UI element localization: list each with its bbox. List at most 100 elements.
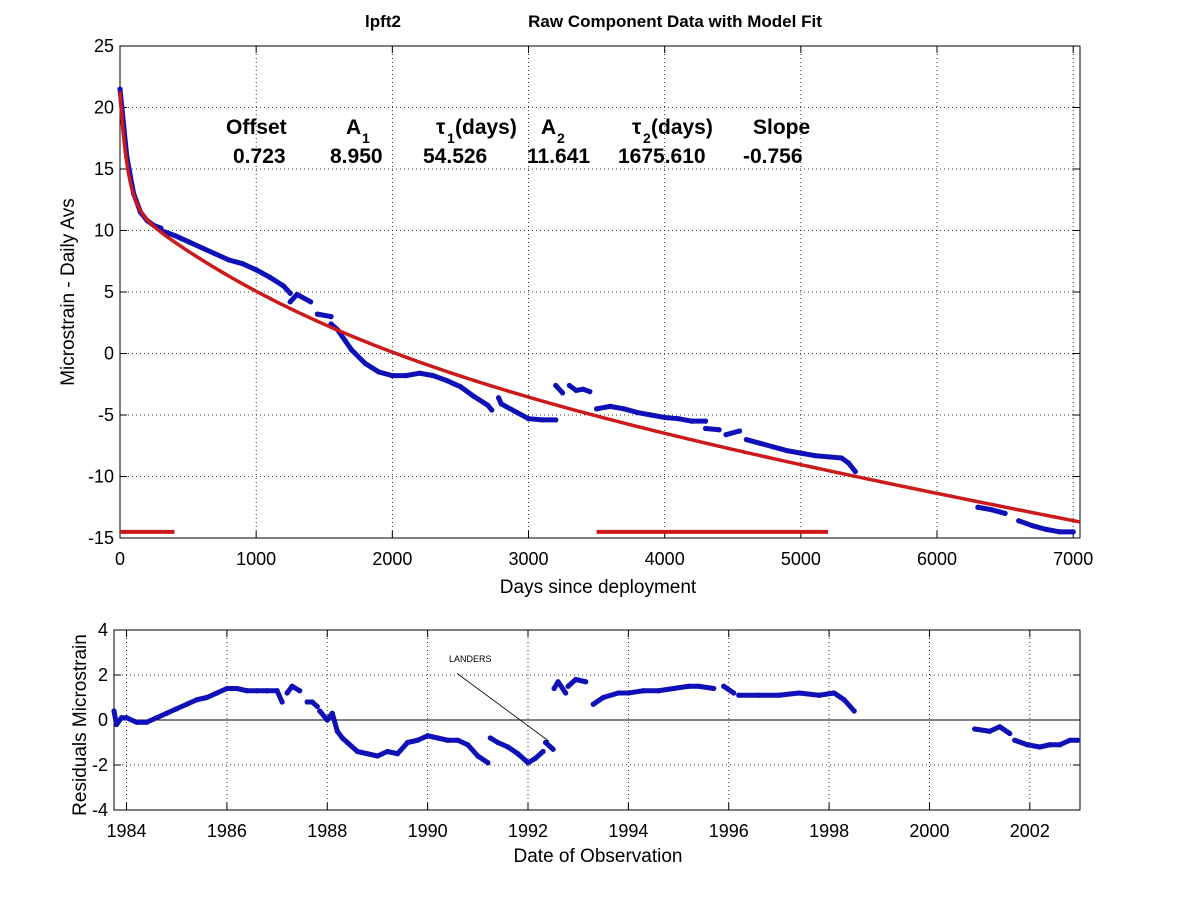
top-data-point xyxy=(199,245,205,251)
bottom-data-point xyxy=(284,690,290,696)
top-data-point xyxy=(539,417,545,423)
top-x-tick-label: 2000 xyxy=(372,549,412,569)
bottom-data-point xyxy=(670,685,677,692)
bottom-data-point xyxy=(144,719,150,725)
bottom-y-tick-label: 2 xyxy=(98,665,108,685)
bottom-data-point xyxy=(551,685,557,692)
top-data-point xyxy=(416,370,423,376)
top-data-point xyxy=(471,393,477,400)
bottom-data-point xyxy=(317,708,323,714)
top-data-point xyxy=(675,416,681,422)
bottom-data-point xyxy=(435,735,441,741)
bottom-data-point xyxy=(264,688,270,694)
bottom-data-point xyxy=(154,715,160,721)
bottom-x-axis-label: Date of Observation xyxy=(514,846,683,867)
landers-annotation: LANDERS xyxy=(449,654,550,742)
top-data-point xyxy=(287,299,293,305)
param-tau1-subscript: 1 xyxy=(447,130,455,146)
bottom-data-point xyxy=(1047,742,1053,748)
top-data-point xyxy=(308,299,314,305)
bottom-y-tick-labels: -4 -2 0 2 4 xyxy=(92,620,108,820)
bottom-plot: 1984 1986 1988 1990 1992 1994 1996 1998 2000 2002… xyxy=(70,620,1081,867)
top-x-tick-labels: 0 1000 2000 3000 4000 5000 6000 7000 xyxy=(115,549,1093,569)
bottom-data-point xyxy=(344,739,350,746)
top-data-point xyxy=(825,454,831,460)
bottom-data-point xyxy=(583,679,589,685)
bottom-data-point xyxy=(565,683,571,689)
param-a1-subscript: 1 xyxy=(362,130,370,146)
bottom-x-tick-label: 2002 xyxy=(1010,821,1050,841)
bottom-data-segment xyxy=(972,724,1013,736)
bottom-data-point xyxy=(987,728,993,734)
bottom-data-point xyxy=(1057,742,1063,748)
top-data-point xyxy=(485,402,491,408)
top-data-point xyxy=(621,406,627,412)
bottom-data-point xyxy=(334,728,340,734)
bottom-y-tick-label: -2 xyxy=(92,755,108,775)
bottom-data-point xyxy=(1007,730,1013,737)
param-a1-header: A xyxy=(346,116,361,139)
bottom-data-point xyxy=(304,699,310,705)
figure-title: Raw Component Data with Model Fit xyxy=(528,12,822,31)
bottom-data-point xyxy=(314,703,320,710)
top-data-point xyxy=(212,251,218,257)
bottom-data-point xyxy=(384,748,391,755)
bottom-data-point xyxy=(234,685,240,692)
top-data-point xyxy=(294,291,300,298)
top-data-point xyxy=(662,414,668,421)
param-a2-header: A xyxy=(541,116,556,139)
top-x-tick-label: 7000 xyxy=(1053,549,1093,569)
top-data-point xyxy=(784,448,790,454)
bottom-x-tick-label: 1994 xyxy=(608,821,648,841)
bottom-data-point xyxy=(445,737,451,743)
top-y-tick-label: 10 xyxy=(94,221,114,241)
bottom-data-point xyxy=(1012,737,1018,743)
top-data-point xyxy=(362,360,368,366)
top-data-point xyxy=(811,452,818,459)
bottom-y-tick-label: 0 xyxy=(98,710,108,730)
param-slope-value: -0.756 xyxy=(743,145,803,168)
bottom-x-tick-label: 1986 xyxy=(207,821,247,841)
bottom-data-point xyxy=(625,690,631,696)
bottom-data-point xyxy=(404,739,411,746)
param-offset-header: Offset xyxy=(226,116,287,139)
bottom-data-point xyxy=(555,679,561,685)
bottom-data-point xyxy=(254,688,260,694)
top-y-tick-label: -5 xyxy=(98,405,114,425)
top-data-point xyxy=(185,238,191,245)
bottom-data-point xyxy=(776,692,782,698)
top-data-point xyxy=(389,373,395,379)
bottom-data-point xyxy=(339,735,345,741)
top-y-tick-label: 20 xyxy=(94,98,114,118)
bottom-data-point xyxy=(655,688,662,694)
top-x-tick-label: 4000 xyxy=(645,549,685,569)
bottom-data-point xyxy=(532,755,539,761)
top-y-tick-label: 15 xyxy=(94,159,114,179)
top-data-point xyxy=(723,432,729,438)
bottom-data-point xyxy=(164,710,170,716)
bottom-data-point xyxy=(590,701,596,707)
top-data-point xyxy=(226,257,232,263)
param-values: 0.723 8.950 54.526 11.641 1675.610 -0.75… xyxy=(233,145,803,168)
bottom-data-point xyxy=(324,717,330,723)
top-data-point xyxy=(267,274,273,280)
top-y-tick-label: 0 xyxy=(104,344,114,364)
top-data-point xyxy=(573,387,579,393)
top-data-point xyxy=(430,373,436,379)
param-tau2-header: (days) xyxy=(651,116,713,139)
top-x-tick-label: 0 xyxy=(115,549,125,569)
top-plot-frame xyxy=(119,45,1081,539)
bottom-data-point xyxy=(485,760,491,766)
top-y-axis-label: Microstrain - Daily Avs xyxy=(58,198,79,386)
bottom-x-tick-label: 1996 xyxy=(709,821,749,841)
bottom-data-point xyxy=(279,699,285,705)
top-y-tick-label: 5 xyxy=(104,282,114,302)
top-data-point xyxy=(1043,526,1049,532)
top-data-point xyxy=(495,395,502,401)
bottom-data-point xyxy=(1074,737,1081,743)
top-data-segment xyxy=(743,437,858,475)
bottom-data-point xyxy=(455,737,461,743)
top-y-tick-labels: -15 -10 -5 0 5 10 15 20 25 xyxy=(88,36,114,548)
bottom-data-point xyxy=(244,688,250,694)
bottom-data-point xyxy=(475,753,481,759)
